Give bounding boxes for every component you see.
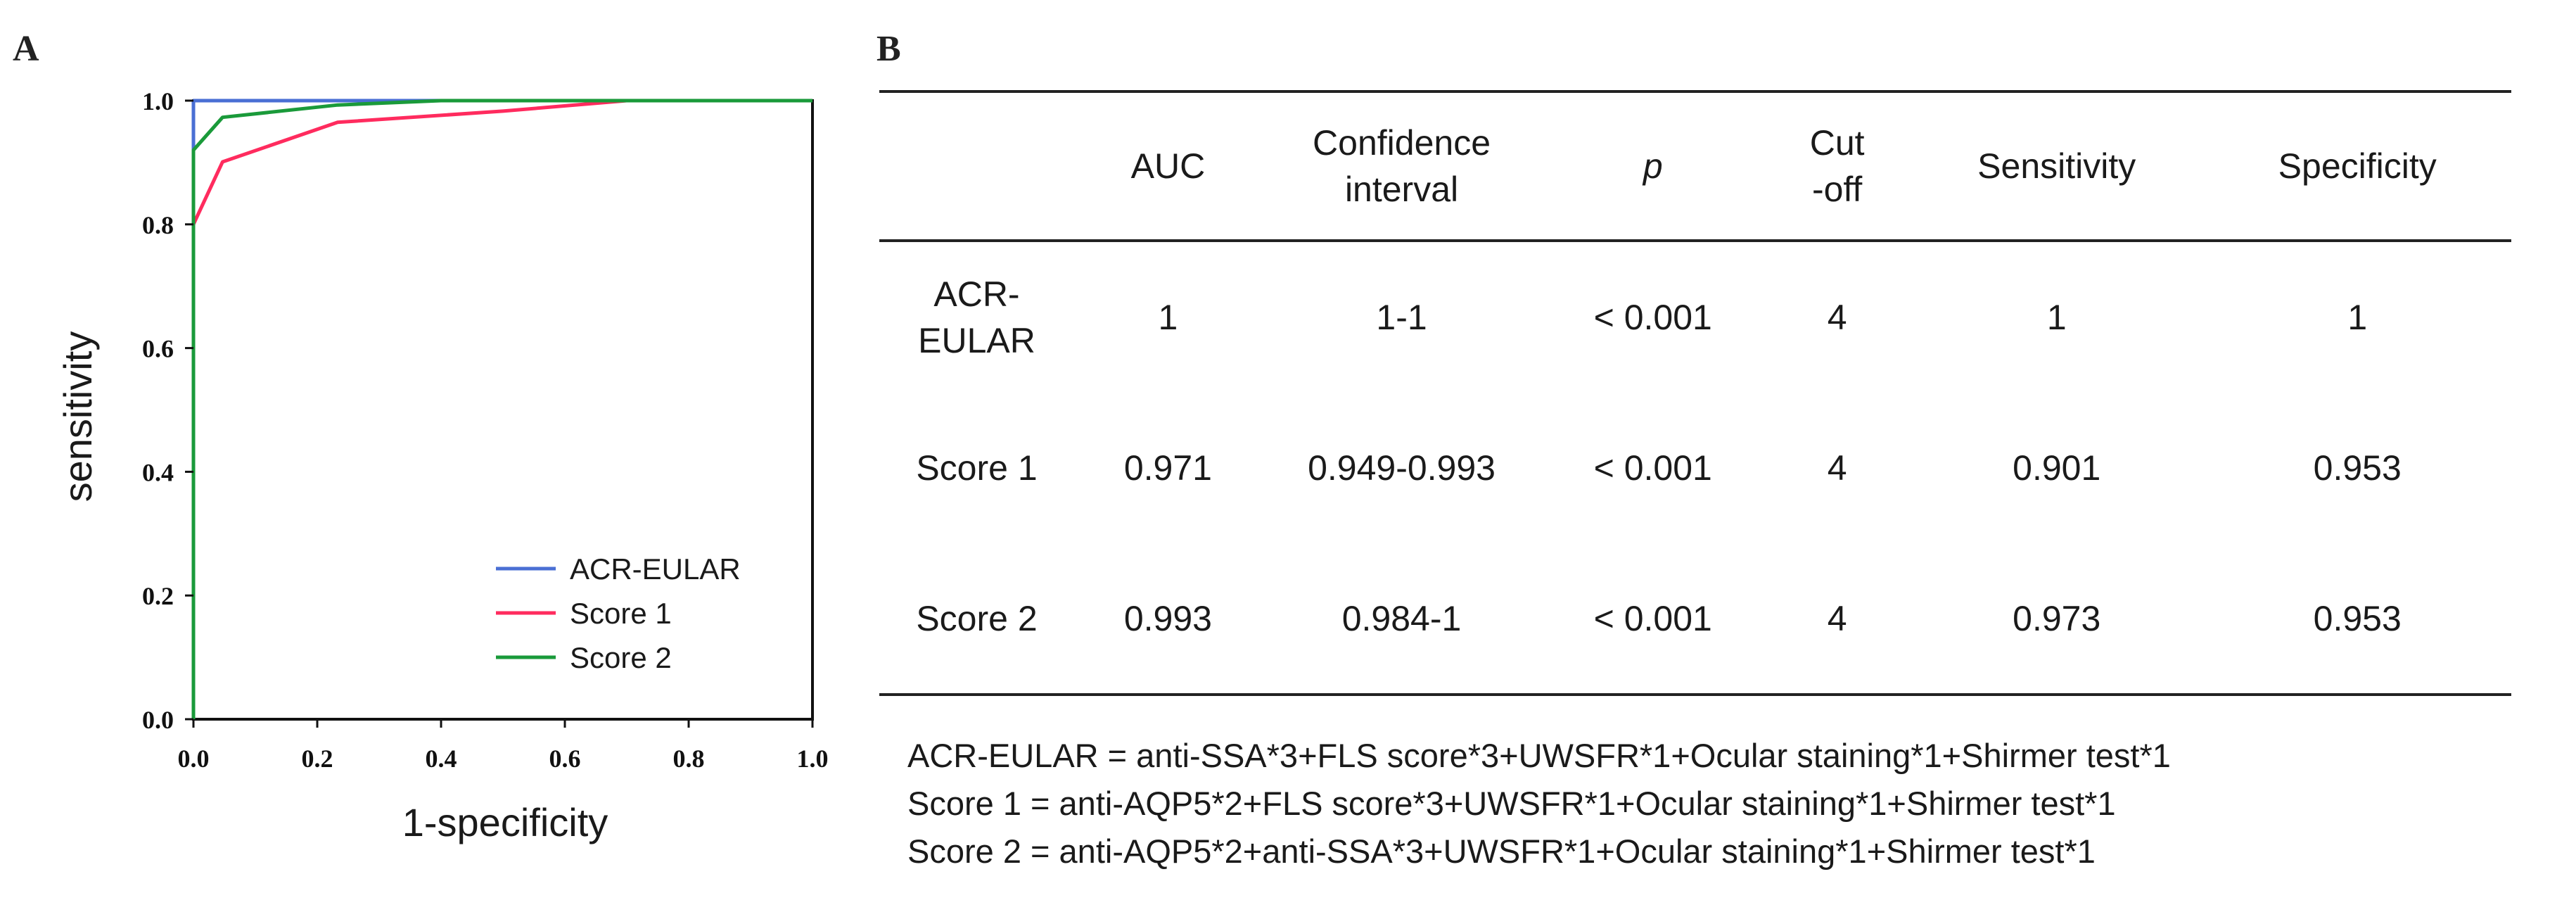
- header-cut-off: Cut -off: [1809, 123, 1865, 209]
- footnote-acr-eular: ACR-EULAR = anti-SSA*3+FLS score*3+UWSFR…: [907, 737, 2171, 774]
- chart-axes: [192, 99, 814, 721]
- table-cell: 0.953: [2313, 598, 2402, 638]
- x-tick-label: 0.0: [178, 745, 210, 773]
- y-tick-label: 0.2: [142, 582, 174, 610]
- table-cell: 0.993: [1123, 598, 1212, 638]
- chart-ticks: 0.0 0.2 0.4 0.6 0.8 1.0 0.0 0.2 0.4 0.6 0.8 1.0: [142, 87, 829, 773]
- table-cell: 4: [1827, 598, 1847, 638]
- table-cell: 0.984-1: [1341, 598, 1462, 638]
- table-cell: < 0.001: [1593, 598, 1712, 638]
- chart-legend: ACR-EULAR Score 1 Score 2: [496, 552, 741, 674]
- header-specificity: Specificity: [2278, 146, 2437, 186]
- y-axis-label: sensitivity: [56, 331, 100, 502]
- header-p: p: [1643, 146, 1663, 186]
- series-line-score-2: [191, 99, 812, 719]
- table-cell: 1-1: [1376, 297, 1427, 337]
- footnote-score-1: Score 1 = anti-AQP5*2+FLS score*3+UWSFR*…: [907, 785, 2116, 822]
- row-label-acr-eular: ACR- EULAR: [918, 274, 1035, 360]
- plot-frame: [192, 99, 814, 721]
- table-cell: < 0.001: [1593, 448, 1712, 488]
- table-header-row: AUC Confidence interval p Cut -off Sensi…: [879, 91, 2511, 241]
- header-empty: [879, 91, 1074, 241]
- x-tick-label: 0.4: [426, 745, 457, 773]
- y-tick-label: 0.0: [142, 706, 174, 734]
- table-cell: 4: [1827, 448, 1847, 488]
- series-line-score-1: [191, 99, 812, 719]
- header-sensitivity: Sensitivity: [1977, 146, 2136, 186]
- table-cell: 0.901: [2013, 448, 2101, 488]
- legend-label: ACR-EULAR: [570, 552, 741, 586]
- footnotes: ACR-EULAR = anti-SSA*3+FLS score*3+UWSFR…: [907, 732, 2171, 875]
- table-cell: 4: [1827, 297, 1847, 337]
- x-tick-label: 0.6: [549, 745, 581, 773]
- footnote-score-2: Score 2 = anti-AQP5*2+anti-SSA*3+UWSFR*1…: [907, 833, 2096, 870]
- legend-label: Score 2: [570, 641, 672, 674]
- table-cell: 0.973: [2013, 598, 2101, 638]
- roc-chart: 0.0 0.2 0.4 0.6 0.8 1.0 0.0 0.2 0.4 0.6 0.8 1.0 1-s…: [56, 87, 829, 844]
- header-confidence-interval: Confidence interval: [1313, 123, 1491, 209]
- row-label-score-2: Score 2: [916, 598, 1038, 638]
- y-tick-label: 1.0: [142, 87, 174, 115]
- chart-series: [191, 99, 813, 720]
- table-cell: 0.949-0.993: [1308, 448, 1496, 488]
- table-cell: 1: [1158, 297, 1178, 337]
- series-line-acr-eular: [191, 99, 812, 719]
- results-table: AUC Confidence interval p Cut -off Sensi…: [879, 90, 2511, 696]
- x-tick-label: 0.8: [673, 745, 705, 773]
- x-axis-label: 1-specificity: [402, 800, 608, 844]
- x-tick-label: 1.0: [797, 745, 829, 773]
- x-tick-label: 0.2: [302, 745, 333, 773]
- table-row: Score 1 0.971 0.949-0.993 < 0.001 4 0.90…: [879, 392, 2511, 543]
- y-tick-label: 0.4: [142, 458, 174, 486]
- table-cell: < 0.001: [1593, 297, 1712, 337]
- panel-a-label: A: [13, 29, 39, 69]
- row-label-score-1: Score 1: [916, 448, 1038, 488]
- table-cell: 0.953: [2313, 448, 2402, 488]
- y-tick-label: 0.8: [142, 211, 174, 239]
- table-row: Score 2 0.993 0.984-1 < 0.001 4 0.973 0.…: [879, 543, 2511, 695]
- table-cell: 1: [2046, 297, 2067, 337]
- table-row: ACR- EULAR 1 1-1 < 0.001 4 1 1: [879, 241, 2511, 392]
- table-cell: 1: [2347, 297, 2368, 337]
- results-table-container: AUC Confidence interval p Cut -off Sensi…: [879, 90, 2511, 696]
- panel-b-label: B: [876, 29, 901, 69]
- legend-label: Score 1: [570, 597, 672, 630]
- y-tick-label: 0.6: [142, 335, 174, 363]
- header-auc: AUC: [1130, 146, 1206, 186]
- table-cell: 0.971: [1123, 448, 1212, 488]
